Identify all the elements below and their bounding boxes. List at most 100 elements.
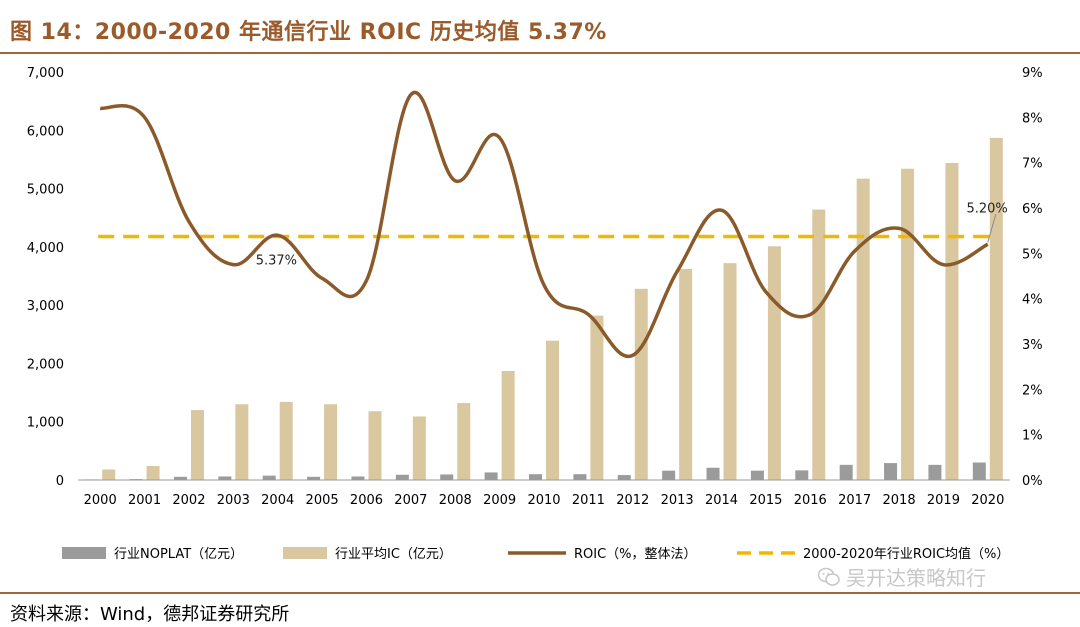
ic-bar — [812, 209, 826, 480]
ic-bar — [501, 371, 515, 480]
left-axis-ticks: 0 1,000 2,000 3,000 4,000 5,000 6,000 7,000 — [27, 66, 64, 489]
source-note: 资料来源：Wind，德邦证券研究所 — [10, 604, 290, 625]
left-tick-label: 1,000 — [27, 416, 64, 431]
noplat-bar — [173, 476, 187, 480]
right-tick-label: 5% — [1022, 247, 1043, 262]
noplat-bar — [617, 475, 631, 480]
x-tick-label: 2001 — [128, 493, 161, 508]
noplat-bar — [972, 462, 986, 480]
ic-bar — [279, 401, 293, 480]
legend-mean-label: 2000-2020年行业ROIC均值（%） — [803, 546, 1009, 562]
left-tick-label: 3,000 — [27, 299, 64, 314]
noplat-bar — [440, 474, 454, 480]
right-tick-label: 2% — [1022, 383, 1043, 398]
ic-bar — [679, 269, 693, 480]
left-tick-label: 7,000 — [27, 66, 64, 81]
ic-bar — [324, 404, 338, 480]
x-tick-label: 2010 — [527, 493, 560, 508]
bar-layer — [85, 137, 1003, 481]
title-divider — [0, 52, 1080, 54]
legend-ic-swatch — [283, 547, 327, 559]
right-tick-label: 7% — [1022, 157, 1043, 172]
noplat-bar — [750, 470, 764, 480]
ic-bar — [634, 288, 648, 480]
ic-bar — [901, 168, 915, 481]
noplat-bar — [484, 472, 498, 480]
ic-bar — [546, 340, 559, 480]
x-tick-label: 2006 — [350, 493, 383, 508]
watermark-text: 吴开达策略知行 — [846, 566, 986, 590]
ic-bar — [590, 315, 604, 480]
x-tick-label: 2009 — [483, 493, 516, 508]
ic-bar — [190, 410, 204, 480]
mean-annotation: 5.37% — [256, 254, 297, 269]
ic-bar — [368, 411, 382, 480]
wechat-icon — [817, 567, 840, 592]
right-tick-label: 3% — [1022, 338, 1043, 353]
x-tick-label: 2003 — [217, 493, 250, 508]
chart-title: 图 14：2000-2020 年通信行业 ROIC 历史均值 5.37% — [10, 20, 607, 45]
x-tick-label: 2011 — [572, 493, 605, 508]
x-tick-label: 2000 — [84, 493, 117, 508]
x-tick-label: 2018 — [883, 493, 916, 508]
noplat-bar — [351, 476, 365, 480]
noplat-bar — [573, 474, 587, 480]
x-tick-label: 2008 — [439, 493, 472, 508]
x-tick-label: 2020 — [971, 493, 1004, 508]
noplat-bar — [884, 463, 898, 480]
ic-bar — [767, 246, 781, 480]
right-tick-label: 6% — [1022, 202, 1043, 217]
left-tick-label: 5,000 — [27, 183, 64, 198]
ic-bar — [723, 263, 737, 480]
x-tick-label: 2005 — [306, 493, 339, 508]
left-tick-label: 6,000 — [27, 124, 64, 139]
noplat-bar — [262, 475, 276, 480]
noplat-bar — [706, 467, 720, 480]
left-tick-label: 4,000 — [27, 241, 64, 256]
ic-bar — [235, 404, 249, 480]
right-tick-label: 0% — [1022, 474, 1043, 489]
ic-bar — [989, 137, 1003, 480]
left-tick-label: 2,000 — [27, 357, 64, 372]
ic-bar — [856, 178, 870, 481]
right-tick-label: 9% — [1022, 66, 1043, 81]
noplat-bar — [662, 470, 676, 480]
noplat-bar — [529, 474, 542, 480]
x-tick-label: 2002 — [172, 493, 205, 508]
roic-line — [99, 90, 989, 359]
noplat-bar — [307, 476, 321, 480]
noplat-bar — [218, 476, 232, 480]
x-tick-label: 2015 — [749, 493, 782, 508]
watermark: 吴开达策略知行 — [817, 562, 986, 592]
right-tick-label: 1% — [1022, 429, 1043, 444]
latest-roic-annotation: 5.20% — [966, 201, 1007, 216]
x-tick-label: 2012 — [616, 493, 649, 508]
legend-roic-label: ROIC（%，整体法） — [574, 547, 697, 562]
right-tick-label: 8% — [1022, 111, 1043, 126]
ic-bar — [945, 162, 959, 480]
legend: 行业NOPLAT（亿元） 行业平均IC（亿元） ROIC（%，整体法） 2000-20… — [62, 546, 1009, 562]
x-tick-label: 2019 — [927, 493, 960, 508]
noplat-bar — [795, 470, 809, 480]
x-tick-label: 2007 — [394, 493, 427, 508]
ic-bar — [146, 466, 160, 480]
annotation-leader — [987, 214, 997, 243]
left-tick-label: 0 — [56, 474, 64, 489]
noplat-bar — [928, 464, 942, 480]
x-tick-label: 2014 — [705, 493, 738, 508]
ic-bar — [102, 469, 116, 480]
footer-divider — [0, 592, 1080, 594]
annotation-layer: 5.37% 5.20% — [256, 201, 1008, 268]
x-tick-label: 2016 — [794, 493, 827, 508]
x-tick-label: 2013 — [661, 493, 694, 508]
noplat-bar — [839, 464, 853, 480]
right-axis-ticks: 0% 1% 2% 3% 4% 5% 6% 7% 8% 9% — [1022, 66, 1043, 489]
right-tick-label: 4% — [1022, 293, 1043, 308]
legend-noplat-swatch — [62, 547, 106, 559]
legend-noplat-label: 行业NOPLAT（亿元） — [114, 547, 243, 562]
ic-bar — [457, 403, 471, 480]
x-axis-ticks: 2000 2001 2002 2003 2004 2005 2006 2007 2008 2009… — [84, 493, 1005, 508]
ic-bar — [412, 416, 426, 480]
x-tick-label: 2017 — [838, 493, 871, 508]
